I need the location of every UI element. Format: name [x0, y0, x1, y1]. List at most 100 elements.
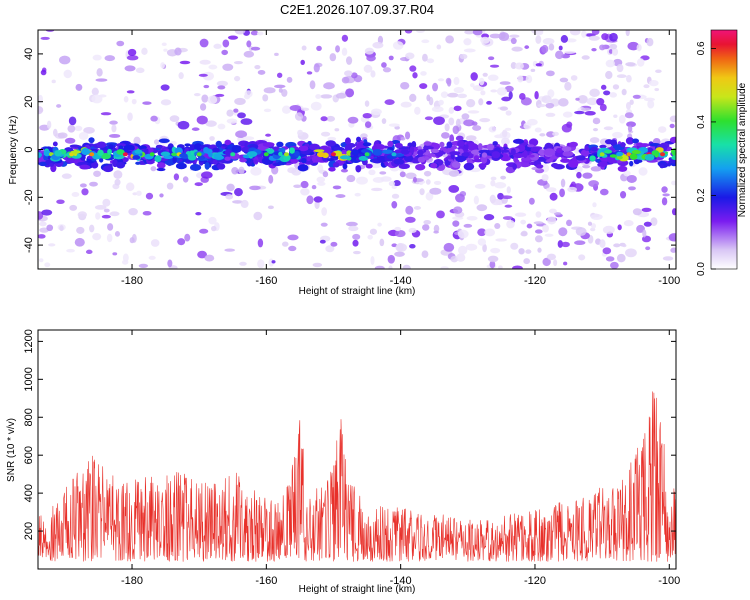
noise-blob — [472, 30, 483, 36]
noise-blob — [38, 106, 44, 115]
noise-blob — [66, 248, 75, 253]
noise-blob — [512, 265, 523, 269]
noise-blob — [201, 171, 213, 179]
noise-blob — [107, 223, 114, 231]
spectrogram-y-label: Frequency (Hz) — [8, 116, 19, 185]
ridge-hotspot — [43, 150, 51, 157]
noise-blob — [657, 126, 667, 133]
noise-blob — [591, 47, 597, 52]
noise-blob — [547, 89, 555, 98]
colorbar-label: Normalized spectral amplitude — [737, 82, 748, 217]
ridge-blob — [478, 162, 487, 169]
noise-blob — [125, 182, 135, 192]
noise-blob — [103, 208, 110, 213]
ridge-peak — [196, 152, 202, 157]
noise-blob — [364, 100, 370, 107]
ridge-peak — [122, 152, 128, 157]
noise-blob — [514, 212, 527, 217]
noise-blob — [419, 188, 425, 196]
noise-blob — [405, 172, 417, 180]
noise-blob — [173, 173, 180, 181]
noise-blob — [421, 39, 430, 44]
ridge-blob — [333, 146, 341, 150]
noise-blob — [354, 192, 361, 197]
noise-blob — [313, 63, 320, 73]
noise-blob — [542, 257, 551, 267]
noise-blob — [178, 72, 184, 80]
noise-blob — [254, 65, 261, 70]
noise-blob — [477, 238, 487, 246]
noise-blob — [478, 77, 485, 86]
ridge-blob — [135, 161, 141, 165]
noise-blob — [444, 123, 450, 132]
noise-blob — [281, 105, 291, 114]
ridge-hotspot — [38, 151, 43, 159]
noise-blob — [274, 52, 279, 56]
noise-blob — [344, 70, 353, 77]
noise-blob — [388, 123, 400, 127]
noise-blob — [452, 206, 463, 214]
noise-blob — [116, 40, 125, 47]
ridge-hotspot — [171, 152, 178, 157]
noise-blob — [388, 180, 396, 187]
noise-blob — [161, 42, 167, 47]
noise-blob — [613, 243, 621, 248]
noise-blob — [599, 239, 606, 248]
noise-blob — [133, 136, 141, 146]
ridge-hotspot — [100, 153, 112, 160]
noise-blob — [300, 187, 310, 196]
noise-blob — [592, 202, 597, 208]
noise-blob — [494, 223, 501, 230]
noise-blob — [271, 260, 276, 264]
colorbar-tick-label: 0.4 — [696, 115, 707, 129]
ridge-blob — [342, 163, 348, 170]
noise-blob — [177, 238, 186, 246]
noise-blob — [423, 170, 432, 177]
noise-blob — [227, 35, 239, 40]
noise-blob — [216, 80, 228, 87]
noise-blob — [506, 186, 511, 194]
noise-blob — [510, 242, 519, 250]
noise-blob — [345, 56, 353, 65]
noise-blob — [341, 76, 350, 84]
noise-blob — [364, 121, 372, 128]
ridge-hotspot — [671, 155, 676, 161]
noise-blob — [465, 135, 477, 141]
ridge-blob — [253, 159, 259, 164]
noise-blob — [671, 180, 676, 186]
noise-blob — [166, 182, 174, 190]
noise-blob — [488, 56, 495, 61]
ridge-blob — [212, 159, 218, 165]
noise-blob — [257, 70, 266, 75]
ridge-blob — [320, 145, 329, 151]
noise-blob — [213, 43, 222, 49]
ridge-blob — [277, 161, 287, 166]
ridge-blob — [617, 165, 628, 172]
noise-blob — [231, 167, 239, 175]
ridge-blob — [457, 140, 465, 148]
noise-blob — [313, 196, 323, 203]
ridge-blob — [461, 152, 470, 157]
snr-x-tick-label: -160 — [255, 575, 277, 587]
noise-blob — [327, 136, 337, 141]
noise-blob — [211, 225, 217, 232]
ridge-blob — [311, 155, 321, 163]
noise-blob — [436, 44, 442, 50]
noise-blob — [325, 245, 335, 253]
noise-blob — [101, 214, 111, 219]
ridge-hotspot — [134, 149, 143, 154]
ridge-blob — [463, 162, 475, 171]
noise-blob — [400, 101, 412, 108]
noise-blob — [179, 60, 191, 65]
noise-blob — [321, 207, 328, 216]
snr-x-tick-label: -120 — [524, 575, 546, 587]
noise-blob — [525, 75, 533, 84]
ridge-blob — [69, 144, 80, 148]
noise-blob — [549, 192, 558, 201]
noise-blob — [177, 120, 190, 130]
noise-blob — [135, 67, 145, 74]
noise-blob — [363, 64, 373, 73]
noise-blob — [253, 211, 263, 221]
noise-blob — [552, 131, 559, 137]
noise-blob — [235, 130, 248, 139]
